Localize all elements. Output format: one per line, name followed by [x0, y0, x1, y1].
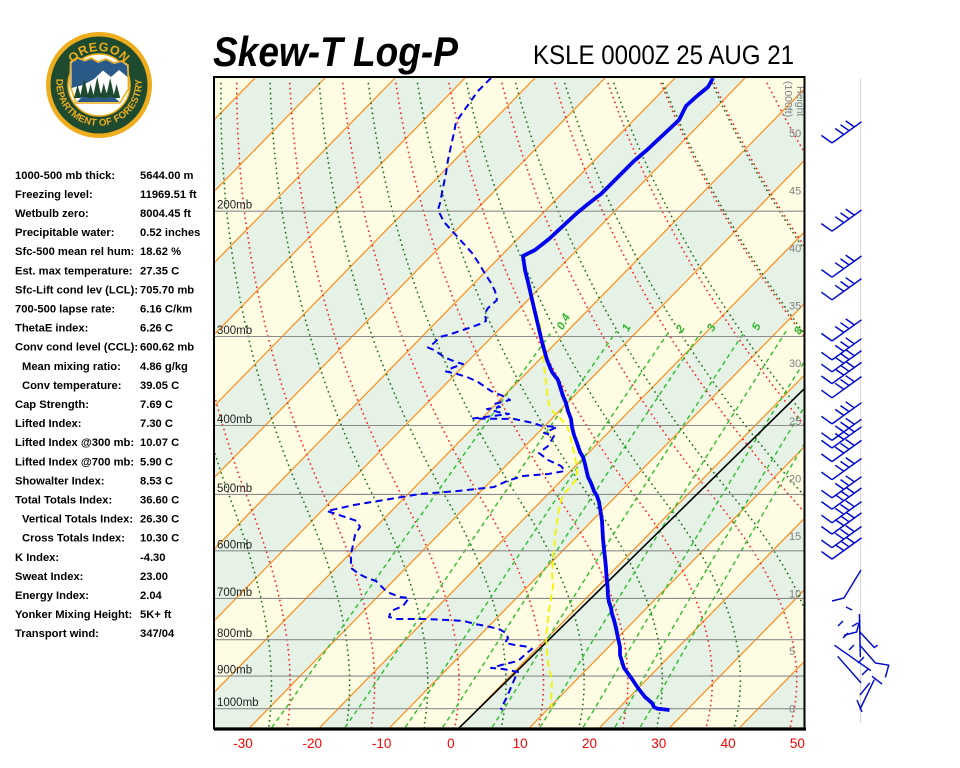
svg-text:20: 20 — [789, 473, 801, 485]
svg-text:4.86 g/kg: 4.86 g/kg — [140, 361, 188, 373]
svg-text:Wetbulb zero:: Wetbulb zero: — [15, 208, 89, 220]
svg-text:30: 30 — [789, 358, 801, 370]
svg-text:25: 25 — [789, 416, 801, 428]
svg-text:10.07 C: 10.07 C — [140, 437, 179, 449]
svg-text:KSLE 0000Z 25 AUG 21: KSLE 0000Z 25 AUG 21 — [533, 40, 794, 70]
svg-text:30: 30 — [651, 736, 666, 751]
svg-text:10.30 C: 10.30 C — [140, 533, 179, 545]
svg-text:K Index:: K Index: — [15, 552, 59, 564]
svg-text:7.69 C: 7.69 C — [140, 399, 173, 411]
svg-text:705.70 mb: 705.70 mb — [140, 284, 194, 296]
svg-text:Lifted Index @700 mb:: Lifted Index @700 mb: — [15, 456, 134, 468]
svg-text:35: 35 — [789, 301, 801, 313]
svg-text:10: 10 — [513, 736, 528, 751]
svg-text:23.00: 23.00 — [140, 571, 168, 583]
svg-text:(1000ft): (1000ft) — [782, 81, 794, 117]
svg-text:Freezing level:: Freezing level: — [15, 189, 93, 201]
svg-text:0: 0 — [447, 736, 455, 751]
svg-text:Sweat Index:: Sweat Index: — [15, 571, 83, 583]
svg-text:Cap Strength:: Cap Strength: — [15, 399, 89, 411]
svg-text:Est. max temperature:: Est. max temperature: — [15, 265, 133, 277]
svg-text:5.90 C: 5.90 C — [140, 456, 173, 468]
svg-text:Mean mixing ratio:: Mean mixing ratio: — [22, 361, 121, 373]
svg-text:50: 50 — [790, 736, 805, 751]
svg-text:700-500 lapse rate:: 700-500 lapse rate: — [15, 304, 115, 316]
svg-text:18.62 %: 18.62 % — [140, 246, 181, 258]
svg-text:Energy Index:: Energy Index: — [15, 590, 89, 602]
svg-text:8: 8 — [792, 325, 806, 337]
svg-text:700mb: 700mb — [217, 587, 252, 599]
svg-text:-4.30: -4.30 — [140, 552, 166, 564]
svg-text:6.26 C: 6.26 C — [140, 323, 173, 335]
svg-text:Precipitable water:: Precipitable water: — [15, 227, 114, 239]
svg-text:0: 0 — [789, 704, 795, 716]
svg-text:15: 15 — [789, 531, 801, 543]
svg-text:3: 3 — [705, 322, 719, 334]
svg-text:40: 40 — [721, 736, 736, 751]
svg-text:10: 10 — [789, 588, 801, 600]
svg-text:900mb: 900mb — [217, 665, 252, 677]
svg-text:50: 50 — [789, 128, 801, 140]
svg-text:8004.45 ft: 8004.45 ft — [140, 208, 191, 220]
svg-text:Sfc-500 mean rel hum:: Sfc-500 mean rel hum: — [15, 246, 134, 258]
svg-text:36.60 C: 36.60 C — [140, 495, 179, 507]
svg-text:5644.00 m: 5644.00 m — [140, 170, 194, 182]
svg-text:11969.51 ft: 11969.51 ft — [140, 189, 197, 201]
svg-text:2.04: 2.04 — [140, 590, 163, 602]
svg-text:Conv cond level (CCL):: Conv cond level (CCL): — [15, 342, 138, 354]
svg-text:8.53 C: 8.53 C — [140, 475, 173, 487]
svg-text:45: 45 — [789, 186, 801, 198]
svg-text:Total Totals Index:: Total Totals Index: — [15, 495, 112, 507]
svg-text:ThetaE index:: ThetaE index: — [15, 323, 88, 335]
svg-text:1000-500 mb thick:: 1000-500 mb thick: — [15, 170, 115, 182]
svg-text:Showalter Index:: Showalter Index: — [15, 475, 105, 487]
svg-text:1: 1 — [620, 322, 634, 333]
svg-text:-10: -10 — [372, 736, 392, 751]
svg-text:7.30 C: 7.30 C — [140, 418, 173, 430]
svg-text:0.52 inches: 0.52 inches — [140, 227, 200, 239]
svg-text:5: 5 — [750, 321, 764, 333]
svg-text:200mb: 200mb — [217, 200, 252, 212]
svg-text:5K+ ft: 5K+ ft — [140, 609, 172, 621]
svg-text:800mb: 800mb — [217, 628, 252, 640]
svg-text:Yonker Mixing Height:: Yonker Mixing Height: — [15, 609, 132, 621]
svg-text:-30: -30 — [233, 736, 253, 751]
svg-text:26.30 C: 26.30 C — [140, 514, 179, 526]
svg-text:500mb: 500mb — [217, 483, 252, 495]
svg-text:20: 20 — [582, 736, 597, 751]
svg-text:Sfc-Lift cond lev (LCL):: Sfc-Lift cond lev (LCL): — [15, 284, 138, 296]
svg-text:Transport wind:: Transport wind: — [15, 628, 99, 640]
svg-text:1000mb: 1000mb — [217, 697, 259, 709]
svg-text:27.35 C: 27.35 C — [140, 265, 179, 277]
svg-text:Height: Height — [794, 86, 806, 116]
svg-text:600.62 mb: 600.62 mb — [140, 342, 194, 354]
svg-text:6.16 C/km: 6.16 C/km — [140, 304, 192, 316]
svg-text:39.05 C: 39.05 C — [140, 380, 179, 392]
svg-text:600mb: 600mb — [217, 539, 252, 551]
svg-text:5: 5 — [789, 646, 795, 658]
svg-text:-20: -20 — [303, 736, 323, 751]
svg-text:Lifted Index @300 mb:: Lifted Index @300 mb: — [15, 437, 134, 449]
svg-text:Conv temperature:: Conv temperature: — [22, 380, 121, 392]
svg-text:Vertical Totals Index:: Vertical Totals Index: — [22, 514, 133, 526]
svg-text:Lifted Index:: Lifted Index: — [15, 418, 82, 430]
svg-text:400mb: 400mb — [217, 414, 252, 426]
svg-text:Cross Totals Index:: Cross Totals Index: — [22, 533, 125, 545]
svg-text:347/04: 347/04 — [140, 628, 175, 640]
svg-text:300mb: 300mb — [217, 325, 252, 337]
svg-text:Skew-T Log-P: Skew-T Log-P — [213, 28, 459, 75]
svg-text:40: 40 — [789, 243, 801, 255]
